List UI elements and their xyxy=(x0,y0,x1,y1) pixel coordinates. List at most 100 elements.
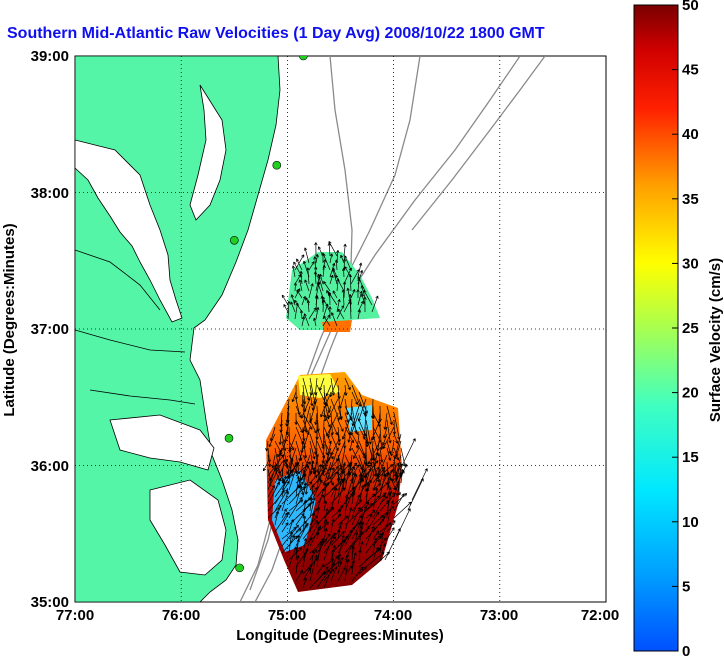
pamlico-sound xyxy=(149,479,227,576)
velocity-arrow xyxy=(315,254,319,264)
velocity-arrow xyxy=(302,550,308,568)
velocity-arrow xyxy=(342,281,347,299)
colorbar-tick-label: 25 xyxy=(682,320,699,337)
velocity-arrow xyxy=(302,577,307,589)
velocity-arrow xyxy=(295,555,300,575)
velocity-arrow xyxy=(390,440,395,457)
velocity-arrow xyxy=(337,504,344,519)
velocity-arrow xyxy=(365,533,382,554)
velocity-arrow xyxy=(304,279,310,292)
velocity-arrow xyxy=(302,499,308,519)
velocity-arrow xyxy=(288,546,297,568)
velocity-arrow xyxy=(358,566,367,575)
velocity-arrow xyxy=(379,473,387,498)
velocity-arrow xyxy=(309,554,318,582)
velocity-arrow xyxy=(274,507,280,519)
velocity-arrow xyxy=(379,468,385,484)
velocity-arrow xyxy=(312,461,318,475)
velocity-arrow xyxy=(358,440,366,457)
velocity-arrow xyxy=(337,308,345,320)
velocity-arrow xyxy=(357,300,364,313)
velocity-arrow xyxy=(293,282,298,292)
velocity-arrow xyxy=(357,262,363,278)
velocity-arrow xyxy=(267,454,272,467)
velocity-arrow xyxy=(337,534,345,561)
velocity-arrow xyxy=(323,458,340,477)
velocity-arrow xyxy=(351,552,357,568)
colorbar-tick-label: 0 xyxy=(682,643,690,659)
velocity-arrow xyxy=(323,412,331,428)
velocity-arrow xyxy=(340,254,345,264)
y-tick-label: 39:00 xyxy=(31,48,69,65)
radar-stations xyxy=(224,56,308,573)
velocity-arrow xyxy=(267,485,275,498)
velocity-arrow xyxy=(358,548,380,568)
velocity-arrow xyxy=(379,471,389,491)
velocity-arrow xyxy=(393,447,400,461)
velocity-arrow xyxy=(358,549,362,561)
velocity-arrow xyxy=(344,464,351,491)
velocity-arrow xyxy=(393,493,408,505)
velocity-arrow xyxy=(379,426,384,450)
velocity-arrow xyxy=(363,296,367,313)
velocity-arrow xyxy=(386,469,394,484)
colorbar-tick-label: 45 xyxy=(682,62,699,79)
velocity-arrow xyxy=(268,433,276,448)
velocity-arrow xyxy=(351,499,362,512)
delmarva-inlet xyxy=(189,84,227,221)
velocity-arrow xyxy=(309,419,317,434)
velocity-arrow xyxy=(356,289,360,299)
velocity-arrow xyxy=(365,518,385,540)
velocity-arrow xyxy=(323,519,328,533)
velocity-arrow xyxy=(274,512,288,533)
velocity-arrow xyxy=(337,525,342,540)
velocity-arrow xyxy=(337,433,341,446)
velocity-vectors xyxy=(262,241,428,589)
velocity-arrow xyxy=(323,534,334,561)
station-marker xyxy=(224,433,234,443)
velocity-arrow xyxy=(309,521,320,540)
velocity-arrow xyxy=(344,377,351,391)
velocity-arrow xyxy=(316,541,323,568)
velocity-arrow xyxy=(309,472,325,491)
velocity-arrow xyxy=(309,484,315,512)
velocity-arrow xyxy=(327,426,332,439)
y-tick-labels: 39:00 38:00 37:00 36:00 35:00 xyxy=(31,48,69,611)
velocity-arrow xyxy=(295,419,304,434)
velocity-arrow xyxy=(309,515,318,526)
velocity-arrow xyxy=(301,316,306,327)
velocity-arrow xyxy=(351,566,364,582)
velocity-arrow xyxy=(322,296,331,313)
velocity-arrow xyxy=(288,508,306,526)
velocity-arrow xyxy=(341,267,346,278)
velocity-arrow xyxy=(327,291,338,306)
velocity-arrow xyxy=(338,391,346,409)
velocity-arrow xyxy=(302,482,308,498)
velocity-arrow xyxy=(316,488,325,512)
velocity-arrow xyxy=(320,391,332,418)
velocity-arrow xyxy=(351,419,359,435)
velocity-arrow xyxy=(274,474,291,498)
velocity-arrow xyxy=(365,509,376,519)
velocity-arrow xyxy=(288,486,306,505)
velocity-arrow xyxy=(379,542,386,561)
velocity-arrow xyxy=(315,307,320,320)
velocity-arrow xyxy=(323,532,336,547)
velocity-arrow xyxy=(360,285,366,299)
velocity-arrow xyxy=(323,461,334,486)
velocity-arrow xyxy=(295,405,302,418)
colorbar-tick-label: 15 xyxy=(682,449,699,466)
velocity-arrow xyxy=(322,264,326,278)
velocity-arrow xyxy=(411,468,428,501)
velocity-arrow xyxy=(309,460,315,477)
velocity-arrow xyxy=(288,496,303,519)
station-marker xyxy=(235,563,244,573)
velocity-arrow xyxy=(379,464,394,477)
velocity-arrow xyxy=(314,266,318,278)
velocity-arrow xyxy=(281,294,289,306)
velocity-arrow xyxy=(372,495,380,505)
chesapeake-bay xyxy=(75,139,183,323)
colorbar-tick-label: 30 xyxy=(682,255,699,272)
station-marker xyxy=(230,235,239,245)
